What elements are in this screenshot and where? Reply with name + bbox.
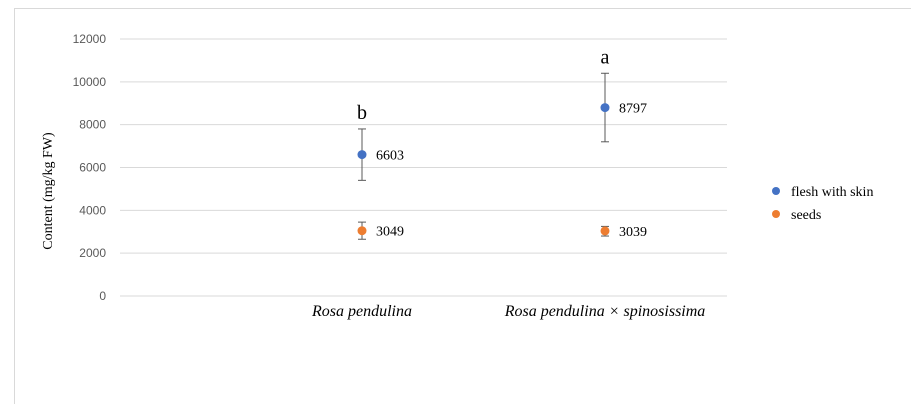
data-label: 6603 — [376, 149, 404, 164]
data-labels: 6603 8797 3049 3039 — [376, 102, 647, 240]
legend-marker — [772, 187, 780, 195]
y-tick-label: 6000 — [79, 161, 106, 175]
y-tick-labels: 0 2000 4000 6000 8000 10000 12000 — [73, 32, 107, 303]
category-label: Rosa pendulina × spinosissima — [504, 303, 706, 320]
y-tick-label: 0 — [99, 289, 106, 303]
data-points — [357, 103, 610, 236]
data-point — [600, 103, 610, 113]
category-labels: Rosa pendulina Rosa pendulina × spinosiss… — [311, 303, 705, 320]
data-point — [600, 226, 610, 236]
legend: flesh with skin seeds — [772, 185, 873, 223]
data-point — [357, 226, 367, 236]
chart-frame — [14, 8, 911, 404]
y-axis-label: Content (mg/kg FW) — [41, 132, 56, 250]
significance-letter: b — [357, 102, 367, 124]
legend-label: seeds — [791, 208, 821, 223]
data-point — [357, 150, 367, 160]
data-label: 8797 — [619, 102, 647, 117]
data-label: 3049 — [376, 225, 404, 240]
significance-letter: a — [601, 46, 610, 68]
y-tick-label: 8000 — [79, 118, 106, 132]
y-tick-label: 2000 — [79, 246, 106, 260]
significance-letters: ba — [357, 46, 610, 124]
data-label: 3039 — [619, 225, 647, 240]
category-label: Rosa pendulina — [311, 303, 412, 320]
legend-label: flesh with skin — [791, 185, 873, 200]
y-tick-label: 4000 — [79, 203, 106, 217]
y-tick-label: 12000 — [73, 32, 107, 46]
legend-marker — [772, 210, 780, 218]
gridlines — [120, 38, 727, 297]
y-tick-label: 10000 — [73, 75, 107, 89]
